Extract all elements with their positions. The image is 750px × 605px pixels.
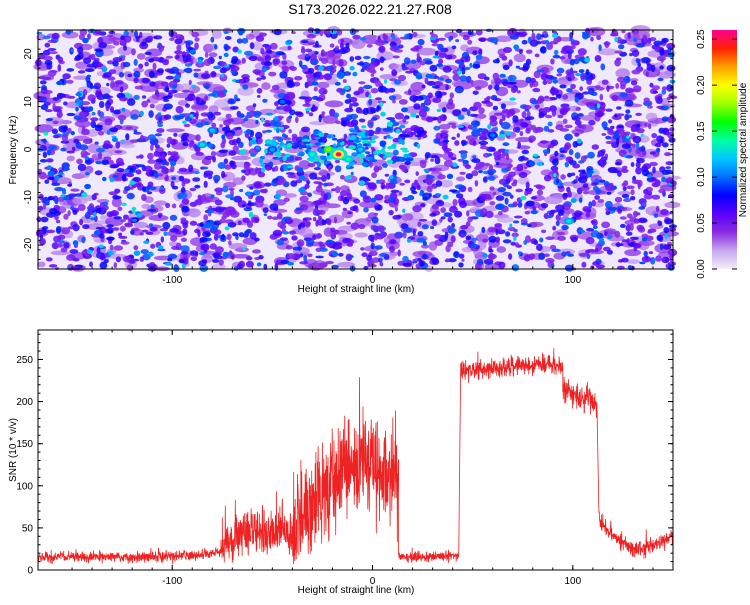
line-x-tick-label: -100	[162, 576, 182, 587]
heatmap-feature-core	[279, 99, 285, 104]
heatmap-feature-core	[357, 147, 364, 152]
snr-series-line	[38, 348, 673, 565]
colorbar-tick-label: 0.25	[696, 29, 707, 49]
figure-title: S173.2026.022.21.27.R08	[288, 1, 452, 17]
colorbar-bar	[712, 30, 737, 269]
heatmap-x-axis-label: Height of straight line (km)	[298, 284, 415, 295]
heatmap-feature-core	[269, 147, 275, 152]
colorbar-label: Normalized spectral amplitude	[738, 82, 749, 217]
line-y-tick-label: 100	[16, 481, 33, 492]
line-x-tick-label: 100	[564, 576, 581, 587]
colorbar: 0.00 0.05 0.10 0.15 0.20 0.25 Normalized spec…	[696, 29, 749, 279]
heatmap-feature-core	[345, 157, 352, 162]
heatmap-x-tick-label: 100	[564, 275, 581, 286]
line-y-tick-label: 150	[16, 439, 33, 450]
line-panel: -100 0 100 0 50 100 150 200 250 Height of strai…	[8, 329, 674, 596]
colorbar-tick-label: 0.20	[696, 75, 707, 95]
heatmap-x-ticks: -100 0 100	[71, 30, 674, 286]
line-x-axis-label: Height of straight line (km)	[298, 585, 415, 596]
line-x-tick-label: 0	[370, 576, 376, 587]
heatmap-x-tick-label: 0	[370, 275, 376, 286]
colorbar-ticks: 0.00 0.05 0.10 0.15 0.20 0.25	[696, 29, 737, 279]
heatmap-y-ticks: -20 -10 0 10 20	[23, 29, 673, 270]
line-y-tick-label: 250	[16, 355, 33, 366]
heatmap-feature-core	[325, 147, 332, 152]
heatmap-feature-core	[566, 219, 572, 224]
heatmap-blobs	[33, 25, 681, 273]
line-y-tick-label: 50	[22, 523, 34, 534]
line-frame	[37, 329, 674, 571]
heatmap-y-tick-label: 10	[23, 96, 34, 108]
heatmap-y-tick-label: -20	[23, 237, 34, 252]
line-y-tick-label: 0	[27, 566, 33, 577]
line-y-ticks: 0 50 100 150 200 250	[16, 333, 673, 577]
heatmap-x-tick-label: -100	[162, 275, 182, 286]
heatmap-y-tick-label: 0	[23, 146, 34, 152]
heatmap-feature-core	[209, 128, 215, 133]
line-y-axis-label: SNR (10 * v/v)	[8, 418, 19, 482]
line-y-tick-label: 200	[16, 397, 33, 408]
heatmap-peak	[335, 152, 342, 157]
line-x-ticks: -100 0 100	[71, 330, 674, 587]
heatmap-y-tick-label: 20	[23, 48, 34, 60]
heatmap-feature-core	[309, 152, 315, 157]
heatmap-y-tick-label: -10	[23, 190, 34, 205]
colorbar-tick-label: 0.00	[696, 259, 707, 279]
colorbar-tick-label: 0.15	[696, 121, 707, 141]
colorbar-tick-label: 0.05	[696, 213, 707, 233]
heatmap-y-axis-label: Frequency (Hz)	[8, 116, 19, 185]
heatmap-feature-core	[490, 133, 496, 138]
heatmap-feature-core	[199, 142, 205, 147]
colorbar-tick-label: 0.10	[696, 167, 707, 187]
